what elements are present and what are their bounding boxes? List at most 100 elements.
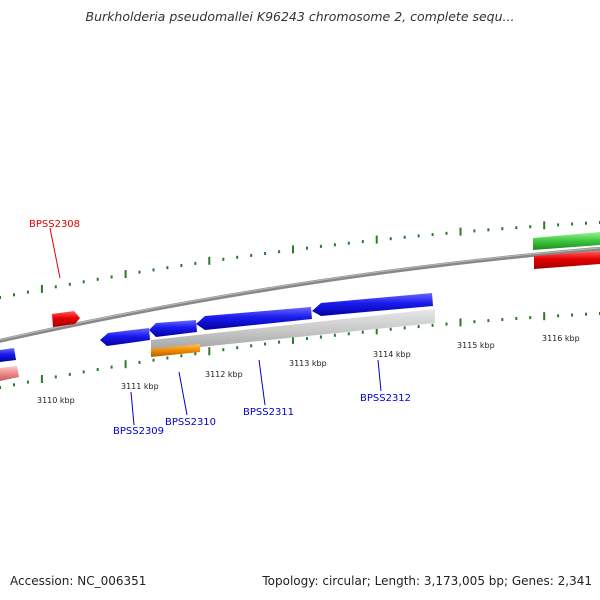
inner-tick-ring (0, 312, 600, 389)
minor-tick (319, 244, 322, 248)
minor-tick (250, 253, 253, 257)
minor-tick (236, 346, 239, 350)
minor-tick (389, 237, 392, 241)
major-tick (459, 318, 462, 327)
minor-tick (487, 319, 490, 323)
gene-bpss2311-arrow (196, 307, 312, 330)
minor-tick (13, 383, 15, 387)
minor-tick (166, 266, 169, 270)
major-tick (208, 347, 211, 356)
major-tick (375, 235, 378, 244)
major-tick (40, 375, 43, 383)
scale-label: 3116 kbp (542, 334, 580, 343)
gene-label[interactable]: BPSS2310 (165, 417, 216, 428)
minor-tick (194, 352, 197, 356)
gene-label[interactable]: BPSS2308 (29, 219, 80, 230)
minor-tick (473, 229, 476, 233)
major-tick (375, 326, 378, 335)
minor-tick (403, 235, 406, 239)
major-tick (459, 227, 462, 236)
minor-tick (152, 268, 155, 272)
minor-tick (473, 320, 476, 324)
scale-label: 3112 kbp (205, 370, 243, 379)
gene-label[interactable]: BPSS2309 (113, 426, 164, 437)
minor-tick (515, 317, 518, 320)
minor-tick (529, 225, 532, 229)
feature-grey-block (151, 309, 435, 352)
minor-tick (487, 228, 490, 232)
backbone-ring (0, 246, 600, 343)
scale-label: 3113 kbp (289, 359, 327, 368)
gene-partial-blue-left (0, 348, 16, 362)
minor-tick (278, 250, 281, 254)
minor-tick (319, 335, 322, 339)
minor-tick (0, 386, 1, 389)
map-title: Burkholderia pseudomallei K96243 chromos… (85, 9, 515, 24)
backbone-ring-highlight (0, 247, 600, 341)
minor-tick (194, 261, 197, 265)
minor-tick (180, 354, 183, 358)
minor-tick (110, 365, 113, 369)
minor-tick (445, 231, 448, 235)
minor-tick (417, 234, 420, 238)
minor-tick (501, 318, 504, 321)
gene-bpss2312-arrow (312, 293, 433, 316)
minor-tick (68, 282, 71, 286)
gene-label[interactable]: BPSS2312 (360, 393, 411, 404)
major-tick (543, 312, 546, 321)
minor-tick (166, 356, 169, 360)
scale-label: 3110 kbp (37, 396, 75, 405)
outer-tick-ring (0, 221, 600, 299)
leader-bpss2308 (49, 227, 61, 279)
minor-tick (236, 255, 239, 259)
minor-tick (222, 257, 225, 261)
minor-tick (403, 326, 406, 330)
major-tick (292, 245, 294, 254)
major-tick (124, 270, 127, 278)
minor-tick (361, 330, 364, 334)
summary-text: Topology: circular; Length: 3,173,005 bp… (262, 574, 592, 588)
major-tick (124, 360, 127, 369)
minor-tick (571, 313, 574, 317)
gene-label[interactable]: BPSS2311 (243, 407, 294, 418)
minor-tick (557, 314, 560, 318)
leader-bpss2312 (377, 359, 382, 392)
major-tick (208, 256, 211, 265)
minor-tick (54, 375, 57, 379)
minor-tick (431, 233, 434, 237)
minor-tick (417, 325, 420, 329)
minor-tick (26, 380, 29, 384)
minor-tick (110, 275, 113, 279)
minor-tick (54, 285, 57, 289)
major-tick (543, 221, 546, 230)
gene-red-forward-right (534, 251, 600, 269)
minor-tick (306, 246, 308, 250)
scale-label: 3111 kbp (121, 382, 159, 391)
feature-orange-block (151, 344, 200, 357)
accession-text: Accession: NC_006351 (10, 574, 147, 588)
minor-tick (389, 327, 392, 331)
minor-tick (152, 358, 155, 362)
major-tick (40, 284, 43, 293)
minor-tick (333, 333, 336, 337)
minor-tick (264, 252, 267, 255)
minor-tick (306, 337, 308, 341)
minor-tick (515, 226, 518, 230)
minor-tick (96, 368, 99, 371)
gene-bpss2310-arrow (149, 320, 197, 337)
minor-tick (333, 243, 336, 247)
minor-tick (13, 293, 15, 297)
minor-tick (0, 296, 1, 299)
minor-tick (250, 344, 253, 348)
minor-tick (264, 342, 267, 346)
minor-tick (222, 348, 225, 352)
minor-tick (278, 340, 281, 344)
minor-tick (585, 221, 587, 225)
gene-bpss2308-arrow (52, 311, 80, 327)
minor-tick (138, 270, 141, 274)
minor-tick (180, 264, 183, 267)
gene-bpss2309-arrow (100, 328, 150, 346)
minor-tick (347, 241, 350, 245)
minor-tick (96, 277, 99, 281)
